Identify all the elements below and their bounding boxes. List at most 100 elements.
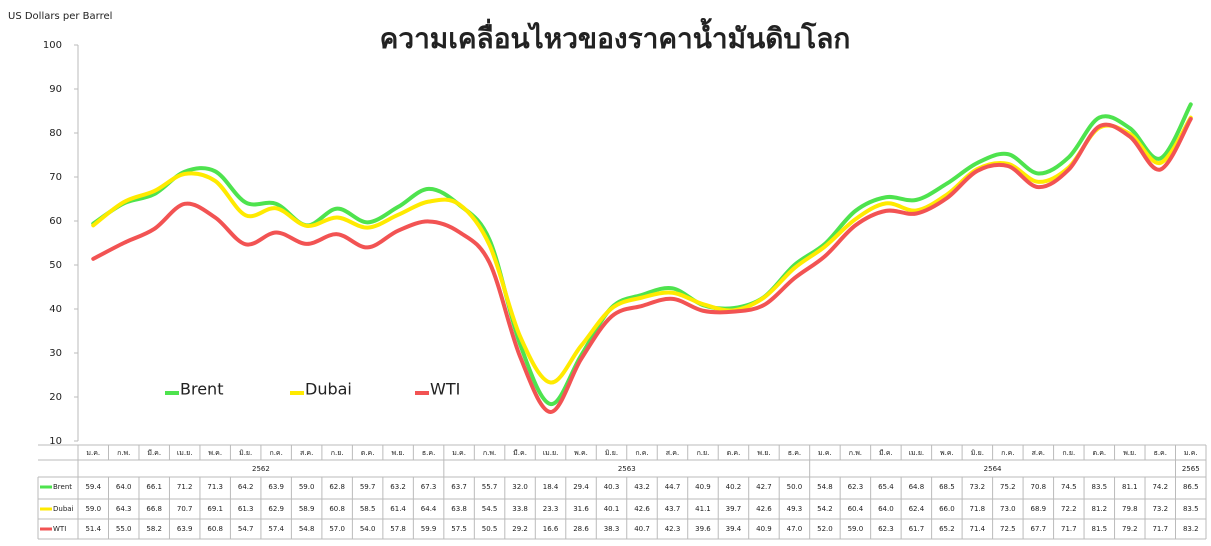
data-label: 63.2	[390, 483, 406, 491]
data-label: 79.2	[1122, 525, 1138, 533]
data-label: 59.7	[360, 483, 376, 491]
data-label: 67.7	[1031, 525, 1047, 533]
series-line	[91, 116, 1193, 414]
data-label: 79.8	[1122, 505, 1138, 513]
data-label: 38.3	[604, 525, 620, 533]
data-label: 42.6	[634, 505, 650, 513]
y-tick-label: 50	[49, 260, 62, 271]
data-label: 60.8	[329, 505, 345, 513]
x-tick-label: พ.ย.	[1123, 449, 1136, 457]
data-label: 62.3	[848, 483, 864, 491]
y-tick-label: 40	[49, 304, 62, 315]
x-tick-label: พ.ค.	[574, 449, 588, 457]
data-label: 64.8	[909, 483, 925, 491]
data-label: 31.6	[573, 505, 589, 513]
data-label: 54.0	[360, 525, 376, 533]
data-label: 68.5	[939, 483, 955, 491]
data-label: 60.4	[848, 505, 864, 513]
data-label: 50.5	[482, 525, 498, 533]
data-label: 40.9	[756, 525, 772, 533]
x-tick-label: ก.ค.	[1001, 449, 1014, 457]
data-label: 58.5	[360, 505, 376, 513]
x-tick-label: มี.ค.	[879, 449, 893, 457]
x-tick-label: เม.ย.	[909, 449, 925, 457]
data-label: 62.8	[329, 483, 345, 491]
data-label: 66.0	[939, 505, 955, 513]
data-label: 62.4	[909, 505, 925, 513]
data-label: 74.2	[1152, 483, 1168, 491]
data-label: 18.4	[543, 483, 559, 491]
data-label: 71.7	[1061, 525, 1077, 533]
data-label: 40.1	[604, 505, 620, 513]
data-label: 72.5	[1000, 525, 1016, 533]
data-label: 28.6	[573, 525, 589, 533]
x-tick-label: ก.ย.	[1062, 449, 1075, 457]
data-label: 57.8	[390, 525, 406, 533]
data-label: 73.2	[970, 483, 986, 491]
data-label: 55.7	[482, 483, 498, 491]
year-label: 2565	[1182, 465, 1200, 473]
data-label: 39.4	[726, 525, 742, 533]
data-label: 66.8	[146, 505, 162, 513]
data-label: 69.1	[207, 505, 223, 513]
data-label: 16.6	[543, 525, 559, 533]
data-label: 59.0	[299, 483, 315, 491]
x-tick-label: ม.ค.	[1184, 449, 1198, 457]
data-label: 54.8	[817, 483, 833, 491]
data-label: 71.2	[177, 483, 193, 491]
data-label: 33.8	[512, 505, 528, 513]
data-label: 55.0	[116, 525, 132, 533]
data-label: 52.0	[817, 525, 833, 533]
data-label: 71.7	[1152, 525, 1168, 533]
y-axis-label: US Dollars per Barrel	[8, 11, 112, 22]
data-label: 54.2	[817, 505, 833, 513]
data-label: 42.6	[756, 505, 772, 513]
data-label: 71.3	[207, 483, 223, 491]
x-tick-label: ก.ค.	[635, 449, 648, 457]
x-tick-label: ส.ค.	[666, 449, 679, 457]
data-label: 72.2	[1061, 505, 1077, 513]
y-tick-label: 20	[49, 392, 62, 403]
data-label: 64.3	[116, 505, 132, 513]
data-label: 81.1	[1122, 483, 1138, 491]
y-tick-label: 100	[43, 40, 62, 51]
year-label: 2563	[618, 465, 636, 473]
data-label: 62.9	[268, 505, 284, 513]
legend-label: Brent	[180, 380, 223, 399]
y-tick-label: 10	[49, 436, 62, 447]
data-label: 86.5	[1183, 483, 1199, 491]
x-tick-label: ต.ค.	[1092, 449, 1106, 457]
data-label: 64.0	[116, 483, 132, 491]
data-label: 59.0	[85, 505, 101, 513]
data-label: 61.3	[238, 505, 254, 513]
x-tick-label: ก.พ.	[117, 449, 130, 457]
x-tick-label: มี.ค.	[147, 449, 161, 457]
y-tick-label: 30	[49, 348, 62, 359]
data-label: 50.0	[787, 483, 803, 491]
x-tick-label: ก.ย.	[331, 449, 344, 457]
table-series-label: Dubai	[53, 505, 74, 513]
chart-title: ความเคลื่อนไหวของราคาน้ำมันดิบโลก	[380, 17, 851, 55]
data-label: 63.9	[177, 525, 193, 533]
data-label: 59.4	[85, 483, 101, 491]
data-label: 71.4	[970, 525, 986, 533]
year-label: 2564	[984, 465, 1002, 473]
x-tick-label: มิ.ย.	[971, 449, 984, 457]
x-tick-label: ส.ค.	[300, 449, 313, 457]
data-label: 83.5	[1183, 505, 1199, 513]
x-tick-label: มี.ค.	[513, 449, 527, 457]
x-tick-label: ก.ค.	[269, 449, 282, 457]
year-label: 2562	[252, 465, 270, 473]
x-tick-label: มิ.ย.	[605, 449, 618, 457]
series-line	[91, 115, 1193, 385]
x-tick-label: ธ.ค.	[788, 449, 801, 457]
data-label: 59.0	[848, 525, 864, 533]
x-tick-label: มิ.ย.	[239, 449, 252, 457]
data-label: 70.8	[1031, 483, 1047, 491]
data-label: 40.3	[604, 483, 620, 491]
data-label: 63.9	[268, 483, 284, 491]
data-label: 54.5	[482, 505, 498, 513]
data-label: 83.5	[1092, 483, 1108, 491]
data-label: 42.3	[665, 525, 681, 533]
